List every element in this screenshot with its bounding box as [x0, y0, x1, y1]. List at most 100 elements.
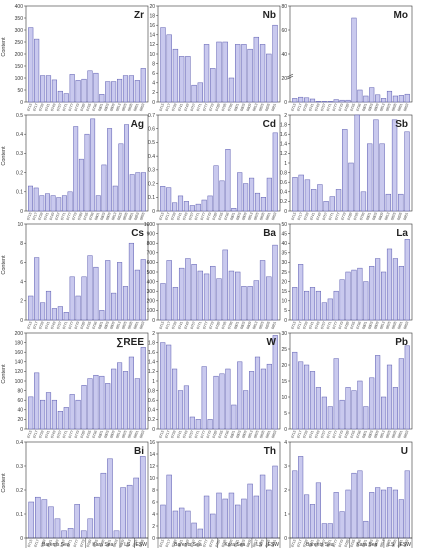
bar [172, 368, 178, 430]
x-tick-label: 6796 [227, 539, 233, 548]
y-tick-label: 0 [20, 209, 23, 215]
bar [386, 248, 393, 321]
bar [216, 41, 222, 103]
bar [333, 492, 339, 539]
x-tick-label: 6777 [68, 430, 74, 439]
y-tick-label: 6 [152, 500, 155, 506]
bar [63, 312, 69, 321]
y-tick-label: 6 [152, 71, 155, 77]
bar [134, 269, 140, 321]
x-tick-label: 6741 [44, 103, 50, 112]
x-tick-label: 6739 [38, 430, 44, 439]
bar [348, 162, 354, 212]
x-tick-label: 6796 [227, 321, 233, 330]
x-tick-label: 6801 [97, 321, 103, 330]
bar [203, 44, 210, 103]
bar [369, 265, 375, 321]
bar [398, 499, 404, 539]
bar [210, 68, 216, 103]
panel-nb: 0 2 4 6 8 10 12 14 16 18 20 6715 6717 6739 6741 6749 675… [149, 4, 281, 112]
x-tick-label: 6739 [171, 539, 177, 548]
y-tick-label: 0.5 [16, 113, 23, 119]
x-tick-label: 6795 [86, 321, 92, 330]
y-tick-label: 0 [20, 318, 23, 324]
x-tick-label: 6825 [385, 321, 391, 330]
y-tick-label: 1.2 [280, 151, 287, 157]
bar [90, 118, 96, 212]
bar [375, 94, 381, 103]
y-tick-label: 0.2 [148, 181, 155, 187]
x-tick-label: 6796 [227, 103, 233, 112]
panel-ba: 0 100 200 300 400 500 600 700 800 900 1000 6715 6717… [144, 222, 281, 330]
bar [391, 119, 398, 212]
bar [398, 358, 404, 430]
x-tick-label: 6825 [258, 321, 264, 330]
x-tick-label: 6779 [338, 321, 344, 330]
x-tick-label: 6825 [253, 430, 259, 439]
x-tick-label: 6801 [361, 103, 367, 112]
y-tick-label: 500 [147, 270, 156, 276]
bar [357, 267, 363, 321]
x-tick-label: 6801 [94, 212, 100, 221]
x-tick-label: 6796 [356, 430, 362, 439]
x-tick-label: 6771 [66, 539, 72, 548]
y-tick-label: 40 [281, 52, 287, 58]
x-tick-label: 6801 [97, 103, 103, 112]
x-tick-label: 6757 [320, 321, 326, 330]
bar [183, 201, 189, 212]
x-tick-label: 6851 [265, 430, 271, 439]
x-tick-label: 6715 [26, 430, 32, 439]
x-tick-label: 6739 [302, 539, 308, 548]
bar [172, 287, 179, 321]
x-tick-label: 6803 [367, 430, 373, 439]
y-tick-label: 2 [20, 299, 23, 305]
x-tick-label: 6835 [264, 103, 270, 112]
bar [84, 133, 90, 212]
bar [197, 82, 204, 103]
bar [100, 472, 107, 539]
x-tick-label: 6717 [164, 212, 170, 221]
x-tick-label: 6853 [139, 321, 145, 330]
y-tick-label: 50 [17, 88, 23, 94]
y-tick-label: 4 [152, 512, 155, 518]
bar [57, 306, 63, 321]
bar [363, 95, 369, 103]
region-label: ESW [400, 542, 412, 548]
bar [40, 75, 46, 103]
x-tick-label: 6795 [221, 321, 227, 330]
x-tick-label: 6825 [117, 212, 123, 221]
bar [253, 495, 260, 539]
x-tick-label: 6739 [170, 430, 176, 439]
x-tick-label: 6795 [221, 103, 227, 112]
x-tick-label: 6715 [159, 539, 165, 548]
bar [386, 364, 393, 430]
y-tick-label: 0.6 [148, 127, 155, 133]
panel-title: Bi [134, 446, 144, 457]
x-tick-label: 6741 [44, 321, 50, 330]
x-tick-label: 6779 [74, 430, 80, 439]
x-tick-label: 6796 [224, 430, 230, 439]
x-tick-label: 6771 [62, 321, 68, 330]
y-tick-label: 250 [15, 40, 24, 46]
x-tick-label: 6809 [246, 321, 252, 330]
bar [309, 287, 316, 321]
x-tick-label: 6749 [184, 321, 190, 330]
x-tick-label: 6835 [264, 539, 270, 548]
bar [292, 177, 298, 212]
bar [298, 96, 304, 103]
plot-frame [25, 223, 149, 321]
bar [385, 193, 392, 212]
bar [222, 249, 228, 321]
x-tick-label: 6855 [139, 212, 145, 221]
bar [166, 344, 172, 430]
x-tick-label: 6739 [37, 212, 43, 221]
bar [351, 390, 357, 430]
bar [134, 80, 140, 103]
x-tick-label: 6717 [165, 539, 171, 548]
bar [375, 258, 381, 321]
region-axis: Barents Sea Kara Sea LS ESW [25, 537, 149, 548]
bar [191, 522, 197, 539]
bar [392, 95, 398, 103]
